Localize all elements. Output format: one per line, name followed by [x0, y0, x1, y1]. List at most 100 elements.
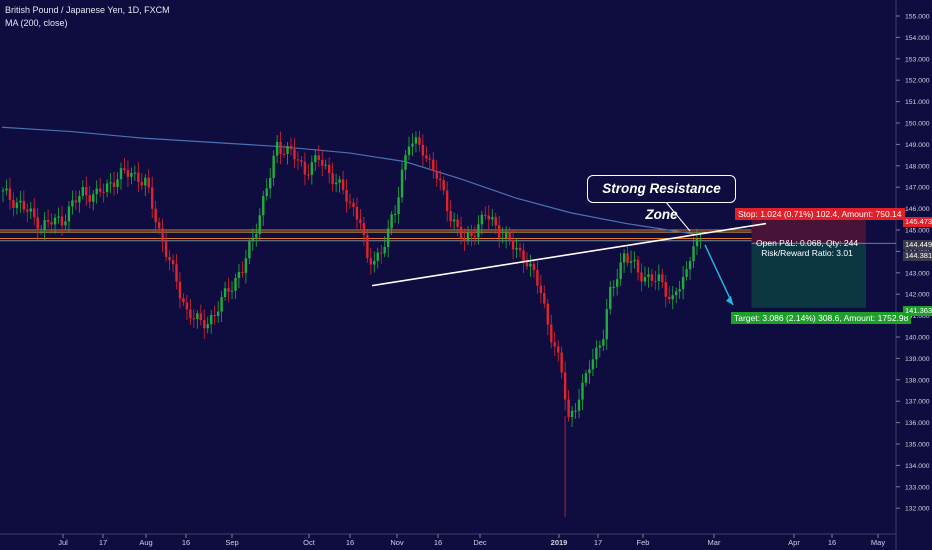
- indicator-label[interactable]: MA (200, close): [5, 18, 68, 28]
- candle-body: [275, 141, 279, 156]
- candle-body: [501, 237, 504, 239]
- price-tick-label: 148.000: [905, 163, 930, 170]
- candle-body: [452, 219, 456, 222]
- candle-body: [321, 159, 324, 166]
- stop-label: Stop: 1.024 (0.71%) 102.4, Amount: 750.1…: [735, 208, 905, 220]
- candle-body: [227, 288, 230, 292]
- target-price-label: 141.363: [903, 306, 932, 316]
- candle-body: [5, 188, 8, 191]
- candle-body: [265, 188, 268, 197]
- candle-body: [133, 172, 137, 174]
- price-tick-label: 134.000: [905, 463, 930, 470]
- price-tick-label: 139.000: [905, 356, 930, 363]
- time-tick-label: 16: [182, 538, 190, 547]
- candle-body: [477, 224, 480, 238]
- candle-body: [168, 256, 171, 261]
- candle-body: [543, 293, 546, 304]
- time-tick-label: 16: [346, 538, 354, 547]
- candle-body: [674, 291, 678, 296]
- candle-body: [15, 202, 19, 208]
- time-tick-label: Nov: [390, 538, 404, 547]
- candle-body: [515, 247, 518, 250]
- price-tick-label: 138.000: [905, 377, 930, 384]
- price-tick-label: 155.000: [905, 14, 930, 21]
- stop-zone: [751, 219, 866, 244]
- candle-body: [324, 164, 327, 166]
- candle-body: [473, 236, 477, 238]
- candle-body: [633, 259, 636, 262]
- candle-body: [536, 269, 539, 286]
- time-tick-label: 2019: [551, 538, 568, 547]
- candle-body: [602, 339, 605, 346]
- price-tick-label: 143.000: [905, 270, 930, 277]
- candle-body: [112, 182, 116, 187]
- candle-body: [154, 208, 157, 223]
- candle-body: [445, 190, 449, 211]
- candle-body: [43, 219, 46, 230]
- candle-body: [605, 309, 608, 340]
- candle-body: [359, 219, 362, 224]
- candle-body: [380, 252, 383, 254]
- candle-body: [661, 274, 664, 282]
- candle-body: [244, 258, 248, 273]
- candle-body: [612, 286, 615, 288]
- candle-body: [220, 297, 223, 312]
- candle-body: [46, 219, 50, 223]
- candle-body: [581, 382, 584, 400]
- candle-body: [643, 277, 647, 282]
- candle-body: [12, 199, 15, 208]
- candle-body: [352, 202, 355, 208]
- price-tick-label: 132.000: [905, 506, 930, 513]
- stop-price-label: 145.473: [903, 217, 932, 227]
- time-tick-label: Aug: [139, 538, 152, 547]
- candle-body: [373, 260, 376, 265]
- candle-body: [636, 259, 640, 273]
- target-label: Target: 3.086 (2.14%) 308.6, Amount: 175…: [731, 312, 912, 324]
- candle-body: [376, 252, 379, 261]
- candle-body: [74, 200, 78, 203]
- candle-body: [182, 298, 185, 303]
- candle-body: [511, 240, 515, 250]
- candle-body: [171, 260, 175, 265]
- candle-body: [414, 137, 418, 144]
- candle-body: [140, 182, 143, 186]
- candle-body: [567, 399, 570, 417]
- candle-body: [289, 145, 293, 150]
- candle-body: [595, 347, 598, 360]
- candle-body: [237, 271, 241, 279]
- candle-body: [470, 231, 473, 237]
- candle-body: [626, 253, 629, 263]
- trendline: [371, 222, 767, 287]
- candle-body: [175, 264, 178, 282]
- candle-body: [550, 324, 553, 343]
- candle-body: [577, 399, 581, 411]
- candle-body: [50, 222, 53, 225]
- candle-body: [81, 187, 85, 196]
- price-tick-label: 147.000: [905, 185, 930, 192]
- candle-body: [251, 237, 255, 242]
- candle-body: [206, 324, 209, 329]
- candle-body: [64, 221, 67, 226]
- candle-body: [334, 182, 338, 185]
- candle-body: [123, 168, 126, 171]
- candle-body: [650, 274, 654, 281]
- candle-body: [622, 253, 626, 263]
- candle-body: [629, 261, 633, 263]
- candle-body: [366, 235, 369, 259]
- candle-body: [383, 246, 386, 254]
- candle-body: [425, 155, 428, 159]
- candle-body: [161, 228, 164, 242]
- candle-body: [210, 315, 213, 325]
- price-tick-label: 150.000: [905, 121, 930, 128]
- candle-body: [22, 200, 26, 210]
- candle-body: [33, 208, 36, 218]
- candle-body: [286, 145, 289, 154]
- candle-body: [418, 137, 421, 145]
- candle-body: [449, 210, 452, 222]
- candle-body: [442, 180, 445, 191]
- candle-body: [258, 215, 261, 235]
- candle-body: [164, 241, 168, 257]
- candle-body: [241, 271, 244, 273]
- candle-body: [338, 179, 341, 183]
